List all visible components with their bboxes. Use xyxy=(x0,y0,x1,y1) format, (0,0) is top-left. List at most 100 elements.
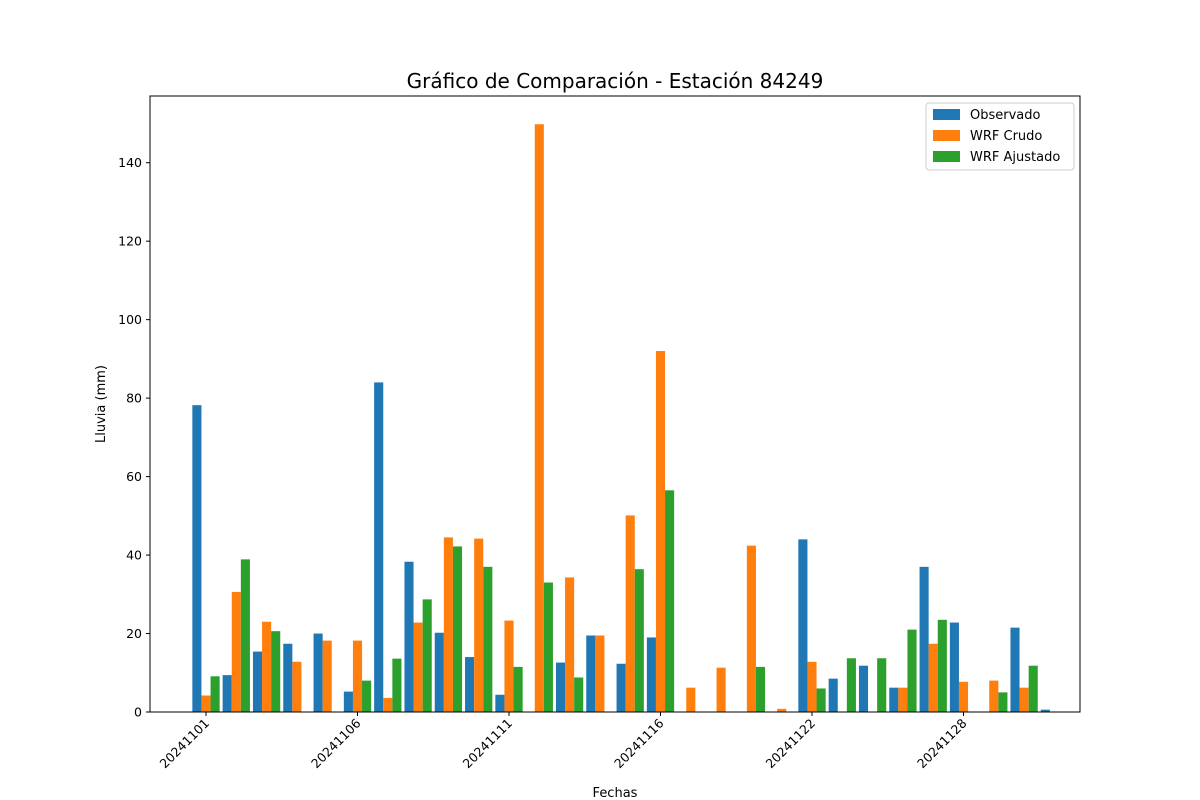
bar-observado-20241108 xyxy=(404,561,414,712)
bar-observado-20241125 xyxy=(889,687,899,712)
y-tick-label: 120 xyxy=(118,234,142,249)
bar-wrf-crudo-20241117 xyxy=(686,687,696,712)
x-tick-label: 20241116 xyxy=(611,715,667,771)
bars-group xyxy=(192,124,1050,712)
bar-wrf-ajustado-20241109 xyxy=(452,546,463,712)
bar-wrf-ajustado-20241106 xyxy=(362,680,372,712)
bar-observado-20241103 xyxy=(252,651,263,712)
x-tick-label: 20241111 xyxy=(460,716,516,772)
plot-frame xyxy=(149,95,1081,713)
bar-wrf-ajustado-20241107 xyxy=(392,658,402,712)
x-tick-label: 20241122 xyxy=(763,716,819,772)
bar-wrf-ajustado-20241124 xyxy=(877,658,887,712)
legend-swatch-wrf-ajustado xyxy=(933,151,960,162)
bar-wrf-ajustado-20241108 xyxy=(422,599,432,712)
bar-observado-20241107 xyxy=(374,382,384,712)
y-tick-label: 20 xyxy=(126,626,142,641)
x-tick-label: 20241128 xyxy=(914,715,970,771)
bar-wrf-crudo-20241128 xyxy=(989,680,999,712)
bar-observado-20241130 xyxy=(1040,709,1050,712)
bar-wrf-crudo-20241110 xyxy=(474,538,484,712)
bar-observado-20241129 xyxy=(1010,627,1020,712)
chart-title: Gráfico de Comparación - Estación 84249 xyxy=(407,69,824,93)
legend: Observado WRF Crudo WRF Ajustado xyxy=(925,102,1075,171)
legend-swatch-observado xyxy=(933,109,960,120)
bar-wrf-crudo-20241109 xyxy=(443,537,453,712)
bar-observado-20241122 xyxy=(798,539,808,712)
y-tick-label: 40 xyxy=(126,548,142,563)
legend-swatch-wrf-crudo xyxy=(933,130,960,141)
bar-observado-20241126 xyxy=(919,566,929,712)
bar-wrf-crudo-20241125 xyxy=(898,687,908,712)
x-tick-label: 20241101 xyxy=(157,716,213,772)
x-axis: 20241101 20241106 20241111 20241116 20241122… xyxy=(157,712,970,771)
bar-observado-20241109 xyxy=(434,632,444,712)
bar-observado-20241114 xyxy=(586,635,596,712)
bar-wrf-ajustado-20241129 xyxy=(1028,665,1038,712)
legend-label-observado: Observado xyxy=(970,108,1041,123)
bar-observado-20241113 xyxy=(555,662,566,712)
y-tick-label: 80 xyxy=(126,391,142,406)
bar-wrf-ajustado-20241128 xyxy=(998,692,1008,712)
bar-observado-20241111 xyxy=(495,694,505,712)
bar-wrf-ajustado-20241122 xyxy=(816,688,826,712)
bar-wrf-crudo-20241126 xyxy=(928,643,938,712)
bar-observado-20241123 xyxy=(828,678,838,712)
bar-wrf-crudo-20241114 xyxy=(595,635,605,712)
y-tick-label: 0 xyxy=(134,705,142,720)
bar-observado-20241115 xyxy=(616,663,626,712)
bar-wrf-crudo-20241118 xyxy=(716,667,726,712)
bar-wrf-ajustado-20241103 xyxy=(271,631,281,712)
bar-observado-20241105 xyxy=(313,633,323,712)
bar-observado-20241116 xyxy=(646,637,656,712)
bar-wrf-crudo-20241106 xyxy=(352,640,363,712)
bar-wrf-crudo-20241120 xyxy=(777,708,787,712)
y-tick-label: 100 xyxy=(118,312,142,327)
bar-wrf-ajustado-20241123 xyxy=(846,658,856,712)
bar-wrf-ajustado-20241116 xyxy=(665,490,675,712)
bar-observado-20241127 xyxy=(949,622,959,712)
bar-wrf-crudo-20241113 xyxy=(565,577,575,712)
bar-wrf-crudo-20241103 xyxy=(262,621,272,712)
y-tick-label: 140 xyxy=(118,155,142,170)
bar-wrf-ajustado-20241126 xyxy=(937,619,947,712)
legend-label-wrf-ajustado: WRF Ajustado xyxy=(970,150,1060,165)
bar-wrf-crudo-20241112 xyxy=(534,124,544,712)
bar-wrf-crudo-20241104 xyxy=(292,661,302,712)
bar-wrf-crudo-20241107 xyxy=(383,697,393,712)
bar-observado-20241102 xyxy=(222,675,232,712)
y-axis: 0 20 40 60 80 100 120 140 xyxy=(118,155,150,720)
bar-wrf-crudo-20241108 xyxy=(413,622,423,712)
bar-wrf-crudo-20241122 xyxy=(807,661,817,712)
bar-wrf-ajustado-20241112 xyxy=(543,582,553,712)
bar-wrf-crudo-20241116 xyxy=(655,351,666,712)
bar-wrf-ajustado-20241125 xyxy=(907,629,917,712)
bar-wrf-crudo-20241111 xyxy=(504,620,514,712)
bar-observado-20241124 xyxy=(858,665,869,712)
bar-wrf-ajustado-20241102 xyxy=(240,559,250,712)
bar-observado-20241106 xyxy=(343,691,353,712)
y-axis-label: Lluvia (mm) xyxy=(94,365,109,443)
bar-wrf-crudo-20241129 xyxy=(1019,687,1029,712)
bar-wrf-ajustado-20241119 xyxy=(755,666,766,712)
y-tick-label: 60 xyxy=(126,469,142,484)
bar-wrf-ajustado-20241110 xyxy=(483,566,493,712)
legend-label-wrf-crudo: WRF Crudo xyxy=(970,129,1042,144)
bar-observado-20241101 xyxy=(192,405,202,712)
bar-wrf-ajustado-20241113 xyxy=(574,677,584,712)
bar-wrf-crudo-20241101 xyxy=(201,695,211,712)
x-axis-label: Fechas xyxy=(593,786,638,800)
bar-observado-20241110 xyxy=(465,657,475,712)
bar-wrf-crudo-20241102 xyxy=(231,591,241,712)
bar-wrf-ajustado-20241111 xyxy=(513,666,523,712)
legend-box xyxy=(925,102,1075,171)
bar-wrf-crudo-20241127 xyxy=(958,681,969,712)
bar-wrf-ajustado-20241115 xyxy=(634,569,644,712)
bar-wrf-crudo-20241115 xyxy=(625,515,635,712)
x-tick-label: 20241106 xyxy=(308,715,364,771)
bar-observado-20241104 xyxy=(283,643,293,712)
bar-wrf-ajustado-20241101 xyxy=(210,676,220,712)
bar-wrf-crudo-20241105 xyxy=(322,640,332,712)
bar-wrf-crudo-20241119 xyxy=(746,545,756,712)
